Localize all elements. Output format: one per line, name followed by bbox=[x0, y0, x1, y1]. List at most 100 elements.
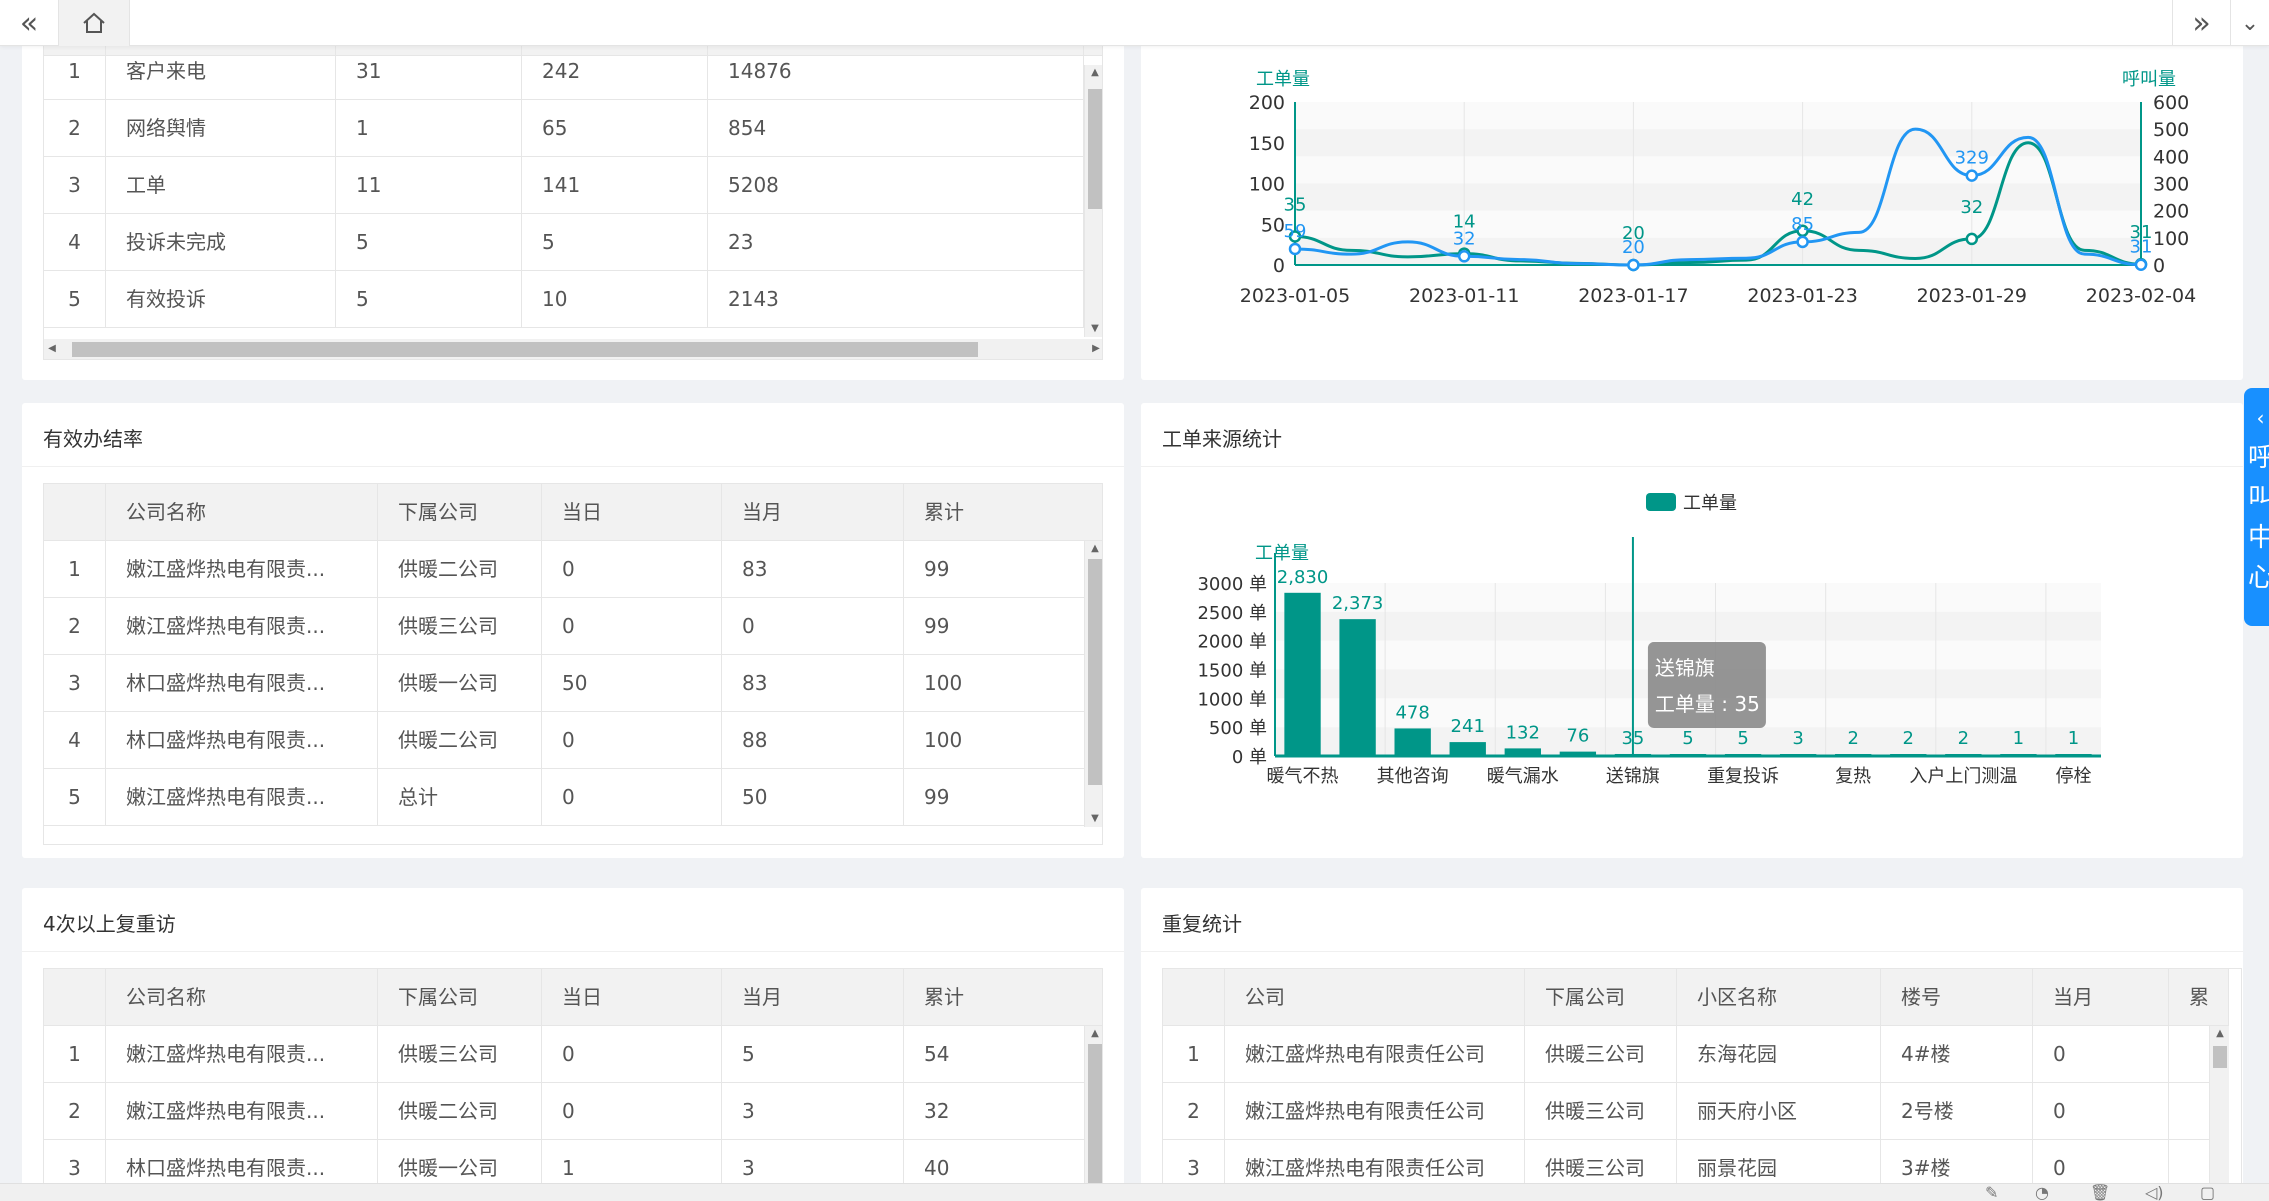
scroll-down-icon[interactable]: ▼ bbox=[1091, 323, 1099, 334]
double-chevron-left-icon[interactable]: « bbox=[19, 5, 39, 41]
table-vertical-scrollbar[interactable]: ▲ bbox=[2209, 1026, 2229, 1197]
bar[interactable] bbox=[1284, 592, 1321, 756]
scroll-up-icon[interactable]: ▲ bbox=[1091, 543, 1099, 554]
volume-icon[interactable]: ◁) bbox=[2145, 1183, 2164, 1201]
header-cell[interactable]: 累 bbox=[2169, 969, 2229, 1025]
table-row[interactable]: 1 嫩江盛烨热电有限责任公司 供暖三公司 东海花园 4#楼 0 bbox=[1163, 1026, 2209, 1083]
table-row[interactable]: 2 嫩江盛烨热电有限责... 供暖二公司 0 3 32 bbox=[44, 1083, 1084, 1140]
table-vertical-scrollbar[interactable]: ▲ ▼ bbox=[1084, 541, 1102, 827]
header-cell bbox=[1163, 969, 1225, 1025]
header-cell[interactable]: 楼号 bbox=[1881, 969, 2033, 1025]
bar[interactable] bbox=[1504, 748, 1541, 756]
bar[interactable] bbox=[1945, 754, 1982, 756]
table-vertical-scrollbar[interactable]: ▲ ▼ bbox=[1084, 65, 1102, 337]
efficiency-card: 有效办结率 公司名称 下属公司 当日 当月 累计 1 嫩江盛烨热电有限责... 供暖二公司 0 8… bbox=[22, 403, 1124, 858]
card-title: 有效办结率 bbox=[43, 427, 143, 451]
header-cell[interactable]: 小区名称 bbox=[1677, 969, 1881, 1025]
series-line-1[interactable] bbox=[1294, 127, 2142, 267]
bar[interactable] bbox=[1669, 754, 1707, 756]
bar[interactable] bbox=[1835, 754, 1872, 756]
data-point[interactable] bbox=[1796, 235, 1809, 249]
scrollbar-thumb[interactable] bbox=[1088, 559, 1102, 785]
scroll-down-icon[interactable]: ▼ bbox=[1091, 813, 1099, 824]
data-point[interactable] bbox=[1457, 250, 1471, 263]
scrollbar-thumb[interactable] bbox=[2213, 1046, 2227, 1068]
trash-icon[interactable]: 🗑 bbox=[2090, 1183, 2111, 1201]
window-icon[interactable]: ▢ bbox=[2200, 1183, 2216, 1201]
table-row[interactable]: 2 嫩江盛烨热电有限责任公司 供暖三公司 丽天府小区 2号楼 0 bbox=[1163, 1083, 2209, 1140]
header-cell[interactable]: 公司名称 bbox=[106, 969, 378, 1025]
legend-label[interactable]: 工单量 bbox=[1683, 493, 1737, 514]
scroll-left-icon[interactable]: ◀ bbox=[48, 343, 56, 354]
scroll-up-icon[interactable]: ▲ bbox=[1091, 67, 1099, 78]
header-cell[interactable]: 累计 bbox=[904, 484, 1102, 540]
table-cell: 141 bbox=[522, 157, 708, 213]
table-vertical-scrollbar[interactable]: ▲ bbox=[1084, 1026, 1102, 1197]
grid-band bbox=[1295, 156, 2141, 184]
legend-swatch[interactable] bbox=[1646, 493, 1676, 511]
header-cell[interactable]: 当月 bbox=[722, 484, 904, 540]
data-point[interactable] bbox=[1627, 258, 1640, 272]
header-cell[interactable]: 公司名称 bbox=[106, 484, 378, 540]
table-row[interactable]: 1 嫩江盛烨热电有限责... 供暖二公司 0 83 99 bbox=[44, 541, 1084, 598]
table-row[interactable]: 5 有效投诉 5 10 2143 bbox=[44, 271, 1084, 328]
chevron-down-icon[interactable]: ⌄ bbox=[2230, 0, 2269, 46]
table-row[interactable]: 3 林口盛烨热电有限责... 供暖一公司 50 83 100 bbox=[44, 655, 1084, 712]
scroll-up-icon[interactable]: ▲ bbox=[1091, 1028, 1099, 1039]
data-point[interactable] bbox=[1965, 232, 1979, 246]
bar[interactable] bbox=[2055, 754, 2092, 756]
header-cell[interactable]: 当月 bbox=[2033, 969, 2169, 1025]
table-row[interactable]: 1 嫩江盛烨热电有限责... 供暖三公司 0 5 54 bbox=[44, 1026, 1084, 1083]
data-point[interactable] bbox=[1288, 230, 1302, 243]
bar[interactable] bbox=[1724, 754, 1762, 756]
double-chevron-right-icon[interactable]: » bbox=[2172, 0, 2230, 46]
pen-icon[interactable]: ✎ bbox=[1985, 1183, 1999, 1201]
home-tab[interactable] bbox=[58, 0, 130, 46]
table-cell: 林口盛烨热电有限责... bbox=[106, 1140, 378, 1196]
header-cell[interactable]: 当月 bbox=[722, 969, 904, 1025]
table-row[interactable]: 5 嫩江盛烨热电有限责... 总计 0 50 99 bbox=[44, 769, 1084, 826]
network-icon[interactable]: ◔ bbox=[2035, 1183, 2049, 1201]
table-cell: 0 bbox=[2033, 1026, 2169, 1082]
table-cell: 嫩江盛烨热电有限责任公司 bbox=[1225, 1083, 1525, 1139]
scrollbar-thumb[interactable] bbox=[1088, 1044, 1102, 1197]
table-cell: 5208 bbox=[708, 157, 1084, 213]
table-cell: 嫩江盛烨热电有限责... bbox=[106, 541, 378, 597]
table-horizontal-scrollbar[interactable]: ◀ ▶ bbox=[44, 339, 1102, 359]
data-point[interactable] bbox=[2134, 258, 2148, 271]
revisit-table: 公司名称 下属公司 当日 当月 累计 1 嫩江盛烨热电有限责... 供暖三公司 0 5 54 2 嫩江盛… bbox=[43, 968, 1103, 1198]
table-cell: 0 bbox=[542, 598, 722, 654]
bar-value-label: 2 bbox=[1847, 728, 1858, 749]
table-row[interactable]: 1 客户来电 31 242 14876 bbox=[44, 43, 1084, 100]
table-row[interactable]: 4 林口盛烨热电有限责... 供暖二公司 0 88 100 bbox=[44, 712, 1084, 769]
header-cell[interactable]: 当日 bbox=[542, 969, 722, 1025]
left-tick-label: 200 bbox=[1249, 92, 1285, 114]
header-cell[interactable]: 累计 bbox=[904, 969, 1102, 1025]
header-cell[interactable]: 下属公司 bbox=[378, 969, 542, 1025]
bar-value-label: 1 bbox=[2013, 728, 2024, 749]
table-row[interactable]: 2 嫩江盛烨热电有限责... 供暖三公司 0 0 99 bbox=[44, 598, 1084, 655]
header-cell[interactable]: 下属公司 bbox=[1525, 969, 1677, 1025]
bar[interactable] bbox=[1394, 728, 1431, 756]
bar[interactable] bbox=[1779, 754, 1817, 756]
bar[interactable] bbox=[1559, 751, 1597, 756]
header-cell[interactable]: 公司 bbox=[1225, 969, 1525, 1025]
bar[interactable] bbox=[1449, 742, 1486, 756]
table-cell: 54 bbox=[904, 1026, 1102, 1082]
data-point[interactable] bbox=[1965, 169, 1979, 182]
data-point[interactable] bbox=[1288, 242, 1302, 256]
scroll-right-icon[interactable]: ▶ bbox=[1092, 343, 1100, 354]
scroll-up-icon[interactable]: ▲ bbox=[2216, 1028, 2224, 1039]
bar[interactable] bbox=[1614, 753, 1652, 756]
bar[interactable] bbox=[2000, 754, 2037, 756]
table-row[interactable]: 2 网络舆情 1 65 854 bbox=[44, 100, 1084, 157]
call-center-float-tab[interactable]: ‹ 呼 叫 中 心 bbox=[2244, 388, 2269, 626]
header-cell[interactable]: 下属公司 bbox=[378, 484, 542, 540]
header-cell[interactable]: 当日 bbox=[542, 484, 722, 540]
table-row[interactable]: 3 工单 11 141 5208 bbox=[44, 157, 1084, 214]
right-tick-label: 400 bbox=[2153, 146, 2189, 168]
table-cell: 供暖三公司 bbox=[1525, 1026, 1677, 1082]
table-row[interactable]: 4 投诉未完成 5 5 23 bbox=[44, 214, 1084, 271]
bar[interactable] bbox=[1339, 619, 1376, 756]
bar[interactable] bbox=[1890, 754, 1927, 756]
